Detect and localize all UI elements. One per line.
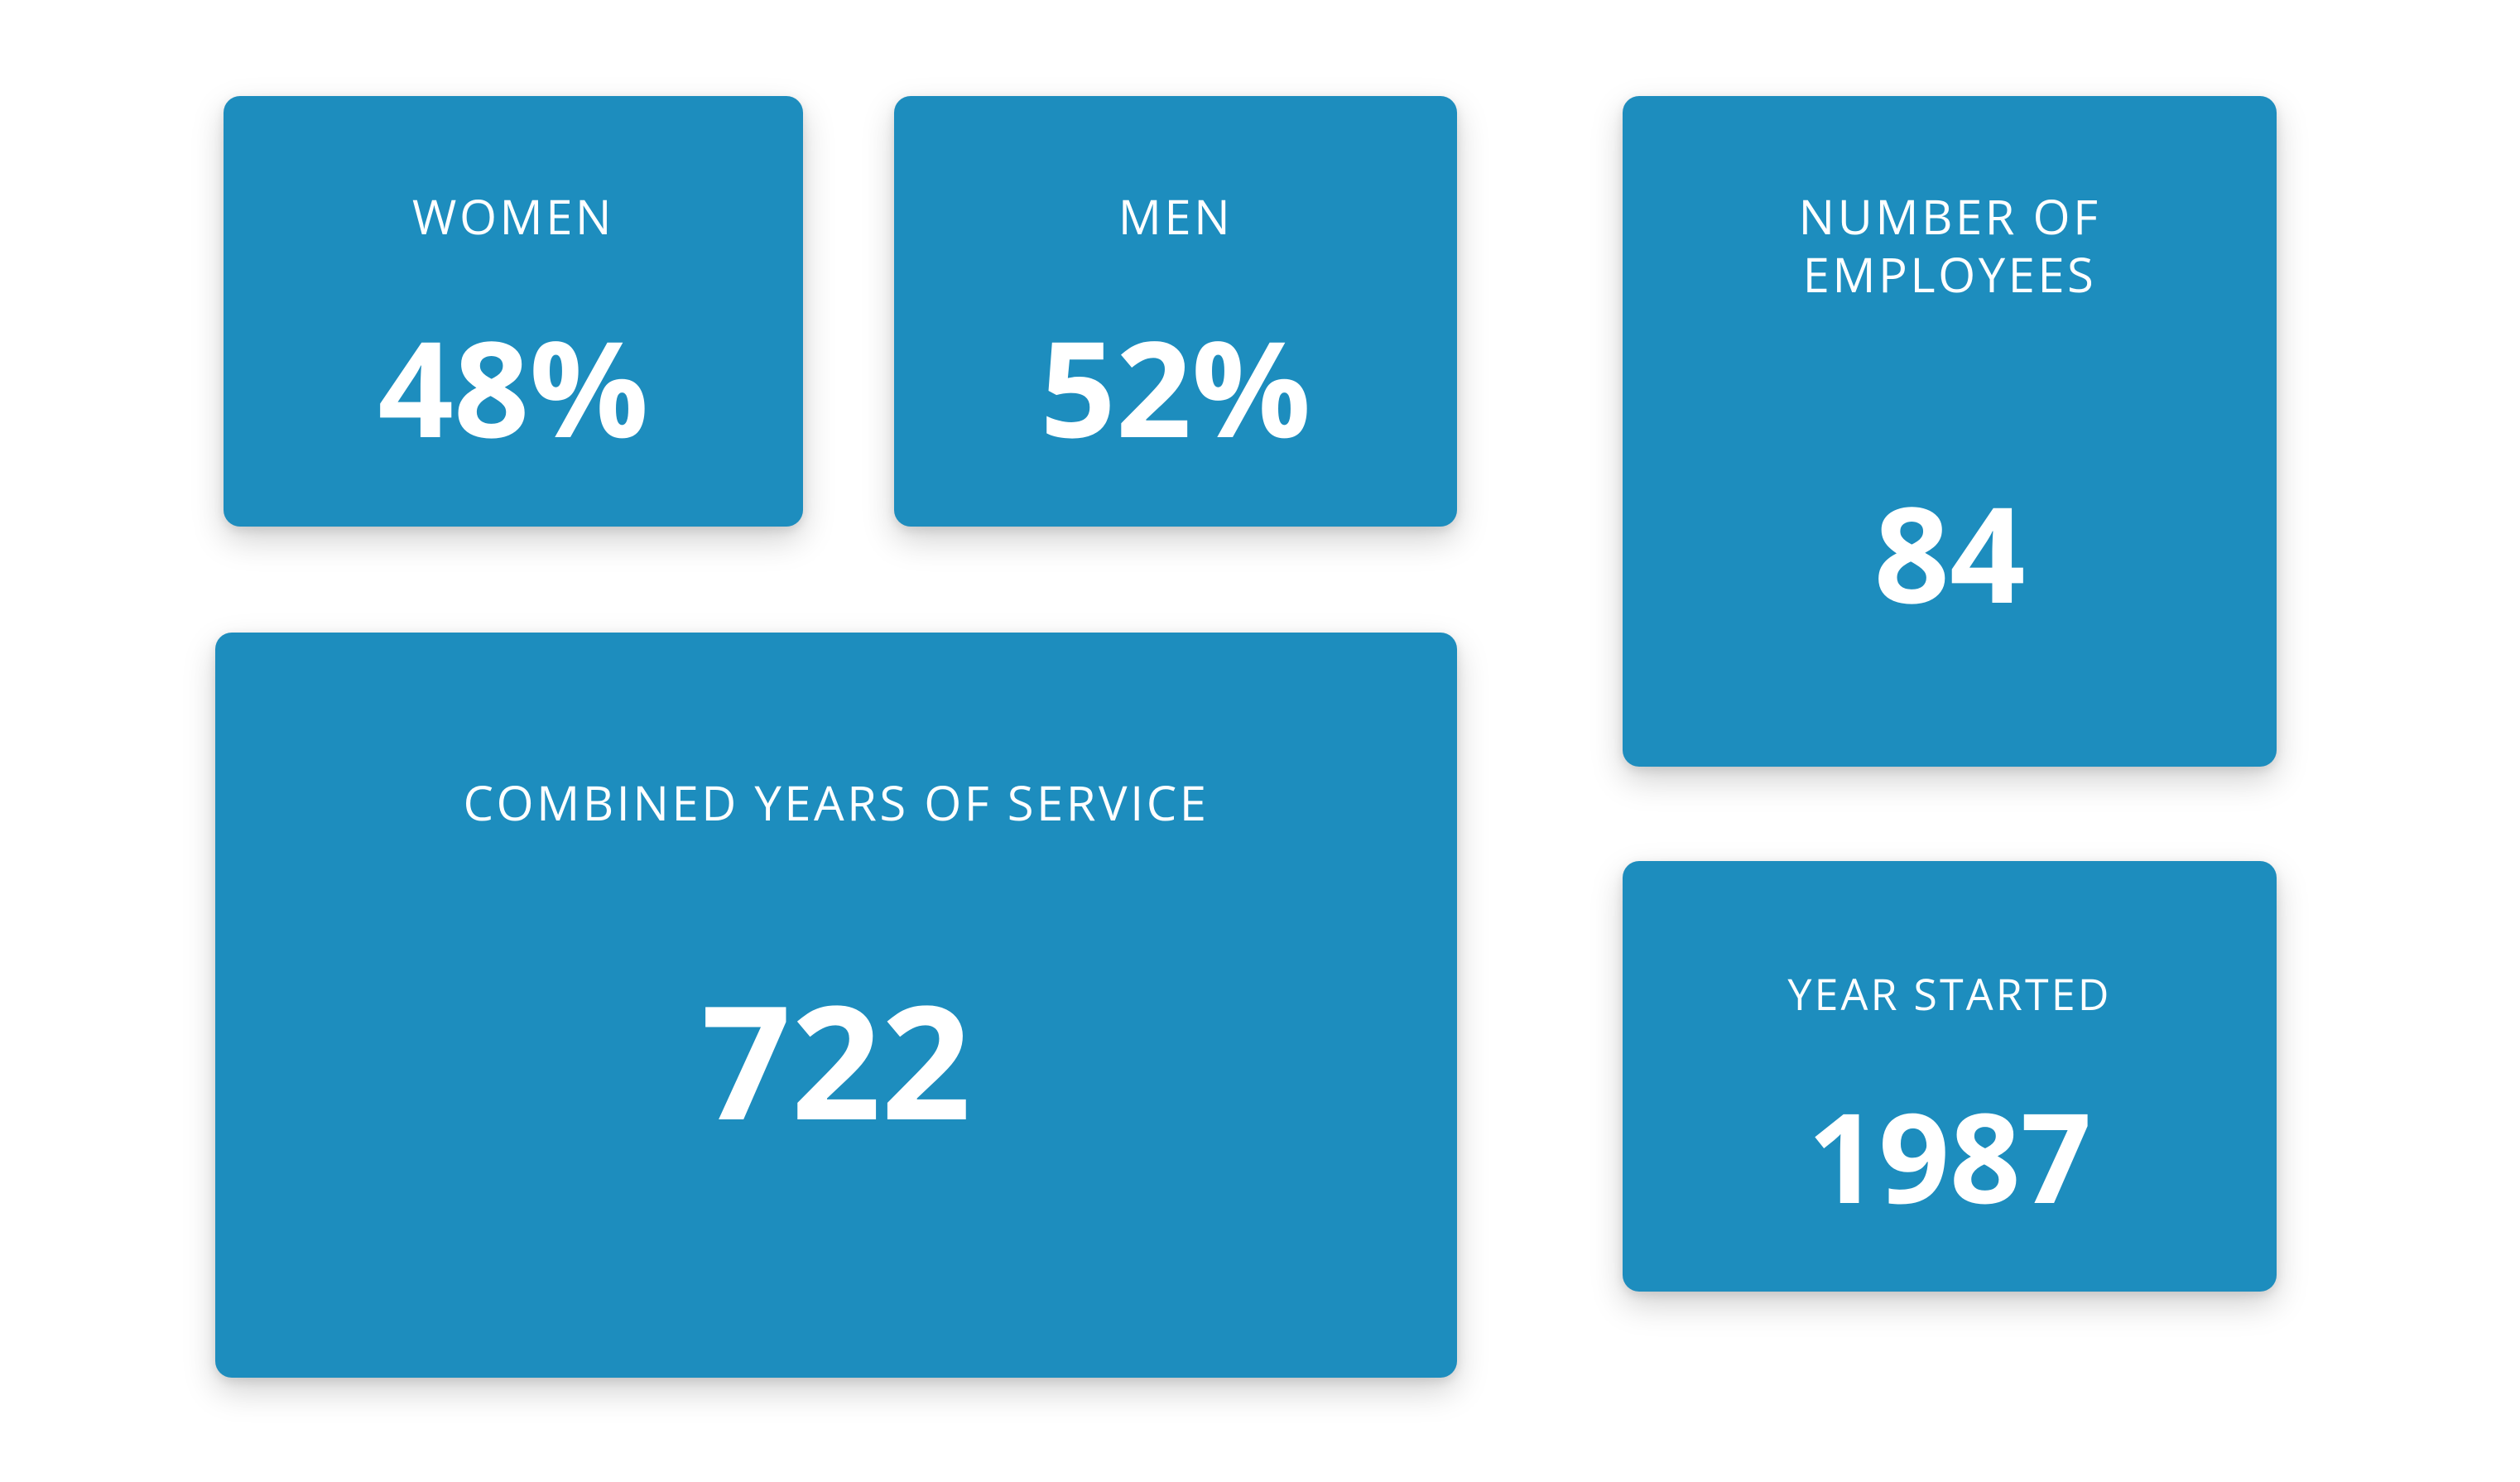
stat-label: YEAR STARTED	[1623, 969, 2277, 1020]
stat-value: 722	[215, 980, 1457, 1138]
stat-label: NUMBER OF EMPLOYEES	[1623, 187, 2277, 302]
stat-label: WOMEN	[224, 187, 803, 245]
stat-value: 84	[1623, 485, 2277, 618]
stat-label: COMBINED YEARS OF SERVICE	[215, 773, 1457, 831]
stat-value: 48%	[224, 320, 803, 452]
stat-value: 52%	[894, 320, 1457, 452]
stat-card-employees: NUMBER OF EMPLOYEES 84	[1623, 96, 2277, 767]
stat-label: MEN	[894, 187, 1457, 245]
stats-dashboard: WOMEN 48% MEN 52% NUMBER OF EMPLOYEES 84…	[0, 0, 2520, 1482]
stat-card-service-years: COMBINED YEARS OF SERVICE 722	[215, 633, 1457, 1378]
stat-card-men: MEN 52%	[894, 96, 1457, 527]
stat-value: 1987	[1623, 1093, 2277, 1217]
stat-card-women: WOMEN 48%	[224, 96, 803, 527]
stat-card-year-started: YEAR STARTED 1987	[1623, 861, 2277, 1292]
